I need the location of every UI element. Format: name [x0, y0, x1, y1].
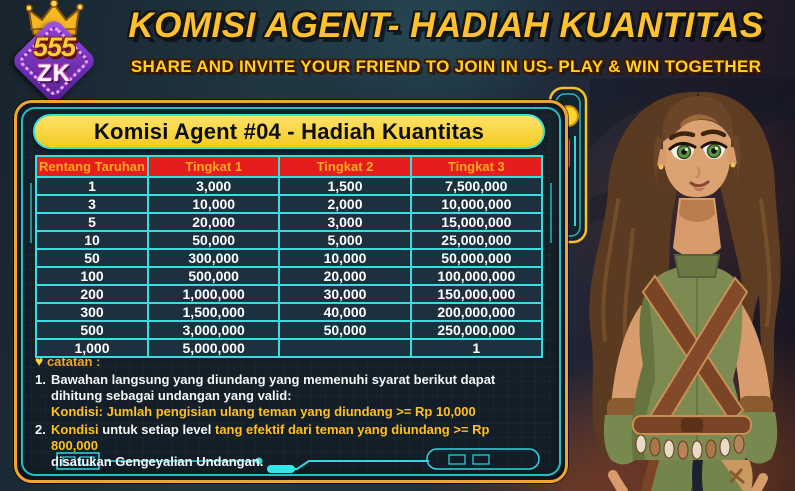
col-header-tingkat-2: Tingkat 2: [278, 155, 412, 178]
commission-cell: 500: [35, 320, 149, 340]
commission-cell: 30,000: [278, 284, 412, 304]
commission-cell: 10,000: [146, 194, 281, 214]
commission-row: 100 500,000 20,000 100,000,000: [35, 266, 544, 286]
note-text-segment: untuk setiap level: [98, 422, 215, 437]
col-header-rentang-taruhan: Rentang Taruhan: [35, 155, 149, 178]
commission-cell: 20,000: [146, 212, 281, 232]
commission-cell: 3,000: [146, 176, 281, 196]
commission-cell: 50: [35, 248, 149, 268]
commission-row: 200 1,000,000 30,000 150,000,000: [35, 284, 544, 304]
commission-cell: 10,000,000: [409, 194, 544, 214]
panel-title: Komisi Agent #04 - Hadiah Kuantitas: [33, 114, 545, 149]
character-illustration: [589, 91, 781, 491]
col-header-tingkat-3: Tingkat 3: [409, 155, 544, 178]
brand-logo: 555 ZK: [6, 0, 102, 105]
note-text-segment: disatukan Gengeyalian Undangan.: [51, 454, 264, 469]
commission-cell: 300: [35, 302, 149, 322]
note-number: 1.: [35, 372, 46, 387]
commission-cell: 100: [35, 266, 149, 286]
commission-cell: 1,000: [35, 338, 149, 358]
commission-cell: 1,500,000: [146, 302, 281, 322]
note-item-1: 1. Bawahan langsung yang diundang yang m…: [35, 372, 540, 420]
commission-row: 500 3,000,000 50,000 250,000,000: [35, 320, 544, 340]
commission-row: 50 300,000 10,000 50,000,000: [35, 248, 544, 268]
banner-subtitle: SHARE AND INVITE YOUR FRIEND TO JOIN IN …: [130, 57, 762, 76]
note-item-2: 2. Kondisi untuk setiap level tang efekt…: [35, 422, 540, 470]
notes-heading-label: catatan :: [46, 354, 101, 369]
commission-row: 1 3,000 1,500 7,500,000: [35, 176, 544, 196]
commission-cell: 20,000: [278, 266, 412, 286]
note-text-segment: tang efektif dari teman yang diundang >=…: [51, 422, 490, 453]
commission-cell: 3,000,000: [146, 320, 281, 340]
commission-cell: 250,000,000: [409, 320, 544, 340]
commission-cell: 5: [35, 212, 149, 232]
heart-icon: ♥: [35, 353, 44, 369]
notes-section: ♥ catatan : 1. Bawahan langsung yang diu…: [35, 353, 540, 472]
banner-title: KOMISI AGENT- HADIAH KUANTITAS: [128, 6, 764, 45]
commission-cell: 7,500,000: [409, 176, 544, 196]
note-number: 2.: [35, 422, 46, 437]
commission-row: 1,000 5,000,000 1: [35, 338, 544, 358]
commission-cell: 10,000: [278, 248, 412, 268]
commission-cell: 1: [35, 176, 149, 196]
commission-cell: 1,500: [278, 176, 412, 196]
commission-row: 3 10,000 2,000 10,000,000: [35, 194, 544, 214]
commission-cell: 1: [409, 338, 544, 358]
commission-cell: 300,000: [146, 248, 281, 268]
commission-cell: 50,000: [278, 320, 412, 340]
commission-cell: [278, 338, 412, 358]
commission-row: 10 50,000 5,000 25,000,000: [35, 230, 544, 250]
commission-panel: Komisi Agent #04 - Hadiah Kuantitas Rent…: [14, 100, 568, 483]
commission-cell: 50,000,000: [409, 248, 544, 268]
commission-cell: 200,000,000: [409, 302, 544, 322]
note-text-segment: Kondisi: [51, 422, 99, 437]
commission-cell: 15,000,000: [409, 212, 544, 232]
commission-cell: 10: [35, 230, 149, 250]
commission-row: 5 20,000 3,000 15,000,000: [35, 212, 544, 232]
commission-cell: 500,000: [146, 266, 281, 286]
banner-header: 555 ZK KOMISI AGENT- HADIAH KUANTITAS SH…: [0, 0, 795, 105]
logo-letters: ZK: [37, 60, 71, 87]
note-text: Bawahan langsung yang diundang yang meme…: [51, 372, 496, 403]
commission-cell: 100,000,000: [409, 266, 544, 286]
commission-cell: 40,000: [278, 302, 412, 322]
commission-cell: 3: [35, 194, 149, 214]
col-header-tingkat-1: Tingkat 1: [146, 155, 281, 178]
commission-cell: 200: [35, 284, 149, 304]
commission-cell: 3,000: [278, 212, 412, 232]
commission-cell: 50,000: [146, 230, 281, 250]
commission-row: 300 1,500,000 40,000 200,000,000: [35, 302, 544, 322]
commission-cell: 5,000,000: [146, 338, 281, 358]
note-condition: Kondisi: Jumlah pengisian ulang teman ya…: [51, 404, 476, 419]
logo-number: 555: [32, 32, 76, 62]
commission-cell: 5,000: [278, 230, 412, 250]
commission-table: Rentang Taruhan Tingkat 1 Tingkat 2 Ting…: [35, 155, 544, 358]
commission-cell: 1,000,000: [146, 284, 281, 304]
header-row: Rentang Taruhan Tingkat 1 Tingkat 2 Ting…: [35, 155, 544, 178]
notes-heading: ♥ catatan :: [35, 353, 540, 369]
commission-cell: 2,000: [278, 194, 412, 214]
commission-cell: 150,000,000: [409, 284, 544, 304]
commission-cell: 25,000,000: [409, 230, 544, 250]
